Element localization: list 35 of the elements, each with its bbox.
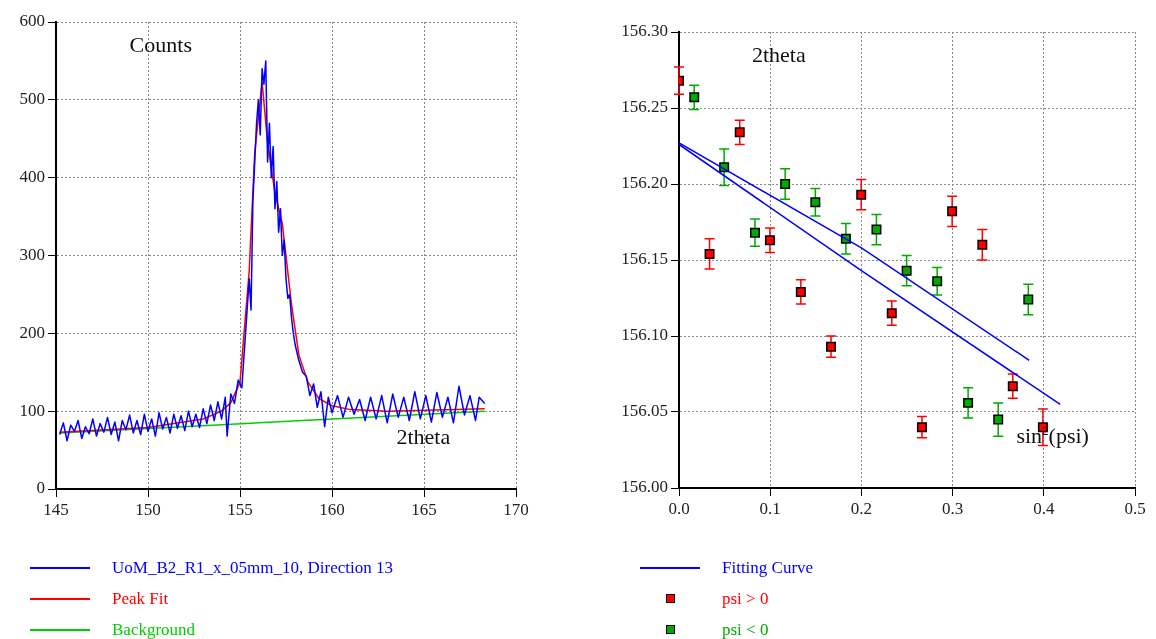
y-axis-title: 2theta [751, 42, 806, 67]
y-tick-label: 156.00 [621, 477, 668, 497]
x-tick-label: 150 [135, 499, 161, 519]
y-axis-title: Counts [129, 32, 192, 57]
x-tick-label: 145 [43, 499, 69, 519]
text: psi > 0 [722, 588, 769, 609]
y-tick-label: 100 [19, 400, 45, 420]
x-tick-label: 0.0 [668, 498, 690, 518]
y-tick-label: 600 [19, 11, 45, 31]
x-tick-label: 170 [503, 499, 529, 519]
y-tick-label: 156.15 [621, 249, 668, 269]
x-axis-title: 2theta [396, 424, 451, 449]
x-tick-label: 0.5 [1124, 498, 1146, 518]
y-tick-label: 156.05 [621, 401, 668, 421]
x-tick-label: 0.3 [941, 498, 964, 518]
y-tick-label: 156.30 [621, 21, 668, 41]
y-tick-label: 300 [19, 244, 45, 264]
x-tick-label: 165 [411, 499, 437, 519]
x-tick-label: 0.4 [1033, 498, 1055, 518]
legend-label: Background [112, 619, 196, 639]
x-tick-label: 155 [227, 499, 253, 519]
y-tick-label: 500 [19, 89, 45, 109]
legend-label: Fitting Curve [722, 557, 814, 578]
y-tick-label: 156.20 [621, 173, 668, 193]
text: psi < 0 [722, 619, 769, 639]
x-tick-label: 0.2 [850, 498, 873, 518]
x-tick-label: 0.1 [759, 498, 781, 518]
legend-label: Peak Fit [112, 588, 169, 609]
y-tick-label: 400 [19, 167, 45, 187]
y-tick-label: 156.25 [621, 97, 668, 117]
legend-label: UoM_B2_R1_x_05mm_10, Direction 13 [112, 557, 393, 578]
x-tick-label: 160 [319, 499, 345, 519]
y-tick-label: 0 [36, 478, 45, 498]
y-tick-label: 156.10 [621, 325, 668, 345]
y-tick-label: 200 [19, 322, 45, 342]
